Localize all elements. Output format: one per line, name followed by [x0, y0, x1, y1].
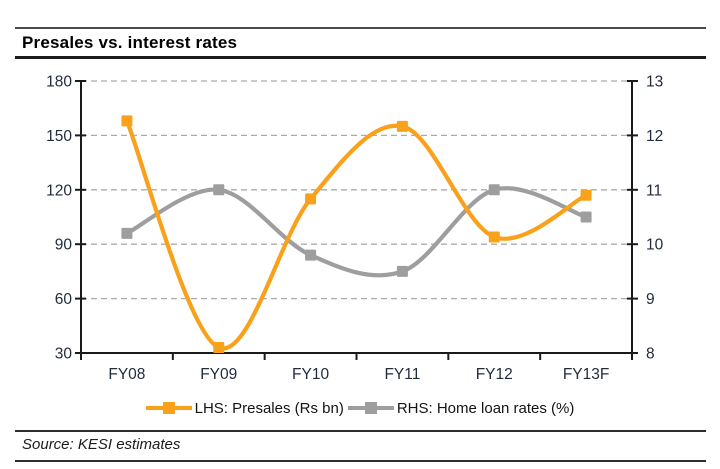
- series-marker-home-loan-rates: [305, 249, 317, 261]
- source-text: Source: KESI estimates: [22, 436, 181, 453]
- series-marker-presales: [213, 342, 225, 354]
- left-axis-tick-label: 180: [46, 74, 72, 91]
- source-top-rule: [15, 430, 706, 432]
- right-axis-tick-label: 13: [646, 74, 663, 91]
- right-axis-tick-label: 8: [646, 346, 655, 363]
- x-category-label: FY12: [476, 366, 513, 383]
- series-marker-home-loan-rates: [488, 184, 500, 196]
- legend-item-home-loan-rates: RHS: Home loan rates (%): [347, 399, 575, 417]
- series-marker-home-loan-rates: [121, 227, 133, 239]
- series-marker-presales: [396, 120, 408, 132]
- series-marker-home-loan-rates: [396, 265, 408, 277]
- series-marker-home-loan-rates: [580, 211, 592, 223]
- series-marker-presales: [121, 115, 133, 127]
- title-underline-rule: [15, 56, 706, 59]
- legend-item-presales: LHS: Presales (Rs bn): [145, 399, 344, 417]
- right-axis-tick-label: 9: [646, 291, 655, 308]
- x-category-label: FY13F: [563, 366, 610, 383]
- left-axis-tick-label: 150: [46, 128, 72, 145]
- left-axis-tick-label: 120: [46, 182, 72, 199]
- x-category-label: FY08: [108, 366, 145, 383]
- chart-title: Presales vs. interest rates: [22, 33, 238, 52]
- presales-series-swatch-icon: [145, 402, 192, 414]
- series-marker-presales: [580, 189, 592, 201]
- left-axis-tick-label: 30: [55, 346, 73, 363]
- left-axis-tick-label: 60: [55, 291, 73, 308]
- legend-label-home-loan-rates: RHS: Home loan rates (%): [396, 399, 575, 417]
- series-line-presales: [124, 118, 589, 351]
- x-category-label: FY09: [200, 366, 237, 383]
- chart-legend: LHS: Presales (Rs bn) RHS: Home loan rat…: [0, 396, 720, 420]
- series-marker-presales: [488, 231, 500, 243]
- x-category-label: FY11: [384, 366, 420, 383]
- top-rule: [15, 27, 706, 29]
- source-bottom-rule: [15, 460, 706, 462]
- home-loan-rates-series-swatch-icon: [347, 402, 394, 414]
- series-marker-home-loan-rates: [213, 184, 225, 196]
- right-axis-tick-label: 11: [646, 182, 662, 199]
- x-category-label: FY10: [292, 366, 329, 383]
- right-axis-tick-label: 10: [646, 237, 664, 254]
- right-axis-tick-label: 12: [646, 128, 663, 145]
- left-axis-tick-label: 90: [55, 237, 73, 254]
- legend-label-presales: LHS: Presales (Rs bn): [194, 399, 344, 417]
- series-marker-presales: [305, 193, 317, 205]
- series-line-home-loan-rates: [124, 186, 589, 278]
